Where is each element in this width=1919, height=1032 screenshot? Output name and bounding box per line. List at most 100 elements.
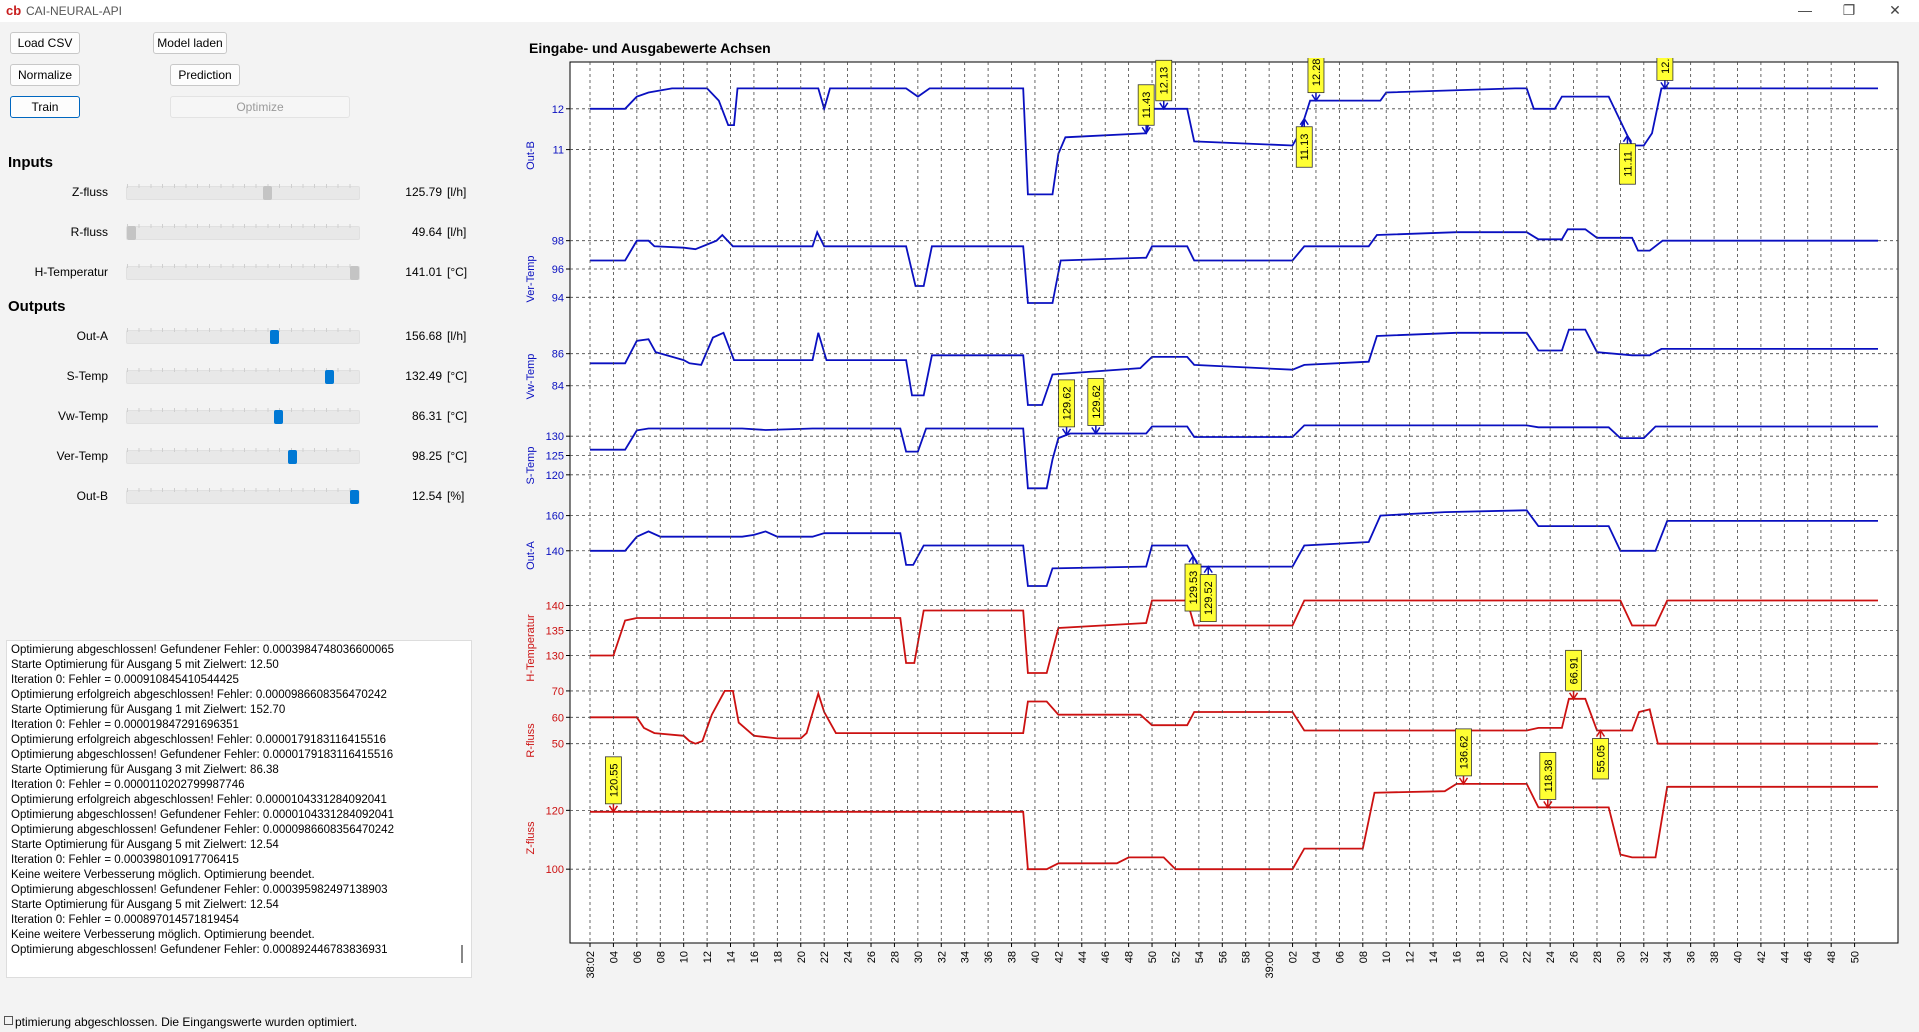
y-tick-label-s-temp: 125 — [546, 451, 564, 463]
axis-label-ver-temp: Ver-Temp — [525, 255, 537, 302]
y-tick-label-h-temperatur: 130 — [546, 651, 564, 663]
x-tick-label: 52 — [1170, 951, 1182, 963]
slider-s-temp[interactable] — [126, 368, 360, 384]
slider-h-temperatur[interactable] — [126, 264, 360, 280]
y-tick-label-h-temperatur: 135 — [546, 626, 564, 638]
load-csv-button[interactable]: Load CSV — [10, 32, 80, 54]
annotation-label: 129.62 — [1091, 385, 1103, 419]
x-tick-label: 38:02 — [585, 951, 597, 979]
slider-ver-temp[interactable] — [126, 448, 360, 464]
x-tick-label: 32 — [936, 951, 948, 963]
normalize-button[interactable]: Normalize — [10, 64, 80, 86]
slider-ticks — [127, 328, 359, 332]
slider-out-a[interactable] — [126, 328, 360, 344]
log-line: Optimierung abgeschlossen! Gefundener Fe… — [11, 824, 394, 836]
x-tick-label: 16 — [1451, 951, 1463, 963]
close-icon[interactable]: ✕ — [1889, 2, 1901, 18]
slider-thumb-s-temp[interactable] — [325, 370, 335, 384]
annotation-arrowhead — [1595, 729, 1606, 737]
unit-s-temp: [°C] — [447, 369, 468, 383]
slider-thumb-ver-temp[interactable] — [287, 450, 297, 464]
train-button[interactable]: Train — [10, 96, 80, 118]
slider-ticks — [127, 368, 359, 372]
status-bar: ptimierung abgeschlossen. Die Eingangswe… — [0, 1012, 1919, 1032]
slider-thumb-vw-temp[interactable] — [274, 410, 284, 424]
value-ver-temp: 98.25 — [411, 449, 442, 463]
axis-label-z-fluss: Z-fluss — [525, 821, 537, 855]
slider-thumb-h-temperatur[interactable] — [350, 266, 359, 280]
prediction-button[interactable]: Prediction — [170, 64, 240, 86]
annotation-arrowhead — [1159, 102, 1169, 111]
series-line-ver-temp — [590, 228, 1878, 304]
slider-vw-temp[interactable] — [126, 408, 360, 424]
log-line: Optimierung abgeschlossen! Gefundener Fe… — [11, 749, 394, 761]
label-out-a: Out-A — [76, 329, 108, 343]
y-tick-label-vw-temp: 86 — [552, 349, 564, 361]
value-out-b: 12.54 — [411, 489, 442, 503]
log-line: Keine weitere Verbesserung möglich. Opti… — [11, 929, 315, 941]
slider-thumb-out-b[interactable] — [350, 490, 359, 504]
value-r-fluss: 49.64 — [411, 225, 442, 239]
y-tick-label-ver-temp: 96 — [552, 264, 564, 276]
value-s-temp: 132.49 — [405, 369, 442, 383]
annotation-label: 12.54 — [1660, 58, 1672, 74]
annotation-label: 66.91 — [1569, 657, 1581, 685]
maximize-icon[interactable]: ❐ — [1842, 2, 1856, 18]
log-scrollbar[interactable] — [461, 945, 463, 963]
x-tick-label: 38 — [1709, 951, 1721, 963]
annotation-label: 11.43 — [1141, 92, 1153, 119]
log-line: Starte Optimierung für Ausgang 5 mit Zie… — [11, 659, 279, 671]
slider-ticks — [127, 408, 359, 412]
model-laden-button[interactable]: Model laden — [153, 32, 227, 54]
app-logo: cb — [6, 3, 22, 18]
annotation-arrowhead — [1091, 427, 1101, 435]
x-tick-label: 46 — [1100, 951, 1112, 963]
x-tick-label: 48 — [1826, 951, 1838, 963]
value-out-a: 156.68 — [405, 329, 442, 343]
unit-vw-temp: [°C] — [447, 409, 468, 423]
minimize-icon[interactable]: — — [1798, 2, 1812, 18]
log-line: Iteration 0: Fehler = 0.0003980109177064… — [11, 854, 239, 866]
annotation-box — [1199, 574, 1217, 623]
y-tick-label-out-b: 11 — [553, 145, 564, 157]
annotation-box — [1592, 738, 1609, 780]
x-tick-label: 34 — [1662, 951, 1674, 963]
y-tick-label-out-a: 140 — [546, 546, 564, 558]
annotation-arrowhead — [1141, 126, 1151, 135]
slider-ticks — [127, 264, 359, 268]
log-line: Starte Optimierung für Ausgang 5 mit Zie… — [11, 839, 279, 851]
log-line: Optimierung abgeschlossen! Gefundener Fe… — [11, 809, 394, 821]
x-tick-label: 46 — [1803, 951, 1815, 963]
y-tick-label-r-fluss: 50 — [552, 739, 564, 751]
slider-z-fluss[interactable] — [126, 184, 360, 200]
slider-out-b[interactable] — [126, 488, 360, 504]
axis-label-r-fluss: R-fluss — [525, 723, 537, 758]
axis-label-vw-temp: Vw-Temp — [525, 354, 537, 400]
slider-r-fluss[interactable] — [126, 224, 360, 240]
annotation-label: 129.62 — [1062, 387, 1074, 421]
annotation-arrowhead — [1188, 554, 1198, 563]
slider-thumb-z-fluss[interactable] — [263, 186, 273, 200]
x-tick-label: 36 — [1686, 951, 1698, 963]
annotation-arrowhead — [1458, 777, 1469, 786]
log-line: Starte Optimierung für Ausgang 1 mit Zie… — [11, 704, 286, 716]
annotation-label: 11.13 — [1299, 134, 1311, 161]
annotation-box — [605, 756, 622, 805]
slider-thumb-r-fluss[interactable] — [127, 226, 136, 240]
y-tick-label-out-b: 12 — [552, 104, 564, 116]
x-tick-label: 40 — [1030, 951, 1042, 963]
x-tick-label: 48 — [1124, 951, 1136, 963]
log-panel[interactable]: Optimierung abgeschlossen! Gefundener Fe… — [6, 640, 472, 978]
x-tick-label: 02 — [1288, 951, 1300, 963]
unit-h-temperatur: [°C] — [447, 265, 468, 279]
slider-thumb-out-a[interactable] — [269, 330, 279, 344]
annotation-arrowhead — [1568, 692, 1579, 701]
series-line-vw-temp — [590, 328, 1878, 406]
unit-out-b: [%] — [447, 489, 465, 503]
annotation-label: 11.11 — [1622, 151, 1634, 177]
x-tick-label: 26 — [866, 951, 878, 963]
annotation-arrowhead — [1622, 134, 1633, 143]
value-vw-temp: 86.31 — [411, 409, 442, 423]
y-tick-label-h-temperatur: 140 — [546, 601, 564, 613]
optimize-button: Optimize — [170, 96, 350, 118]
